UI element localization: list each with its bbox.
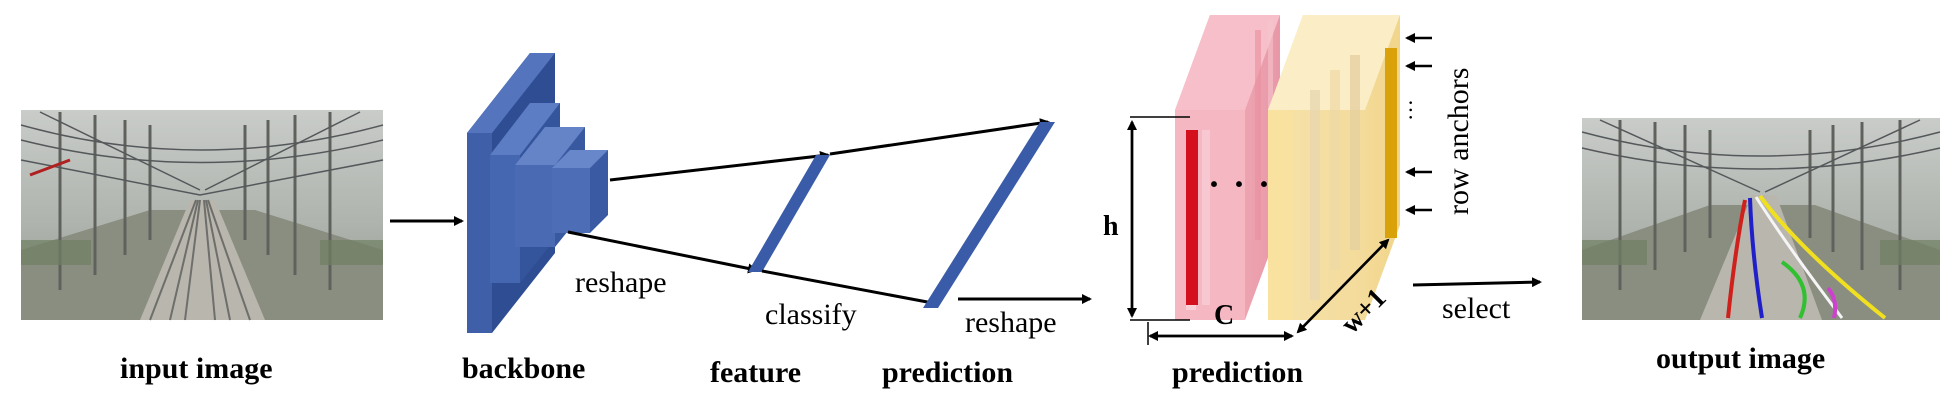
row-anchors-label: row anchors bbox=[1442, 68, 1475, 215]
channel-ellipsis: · · · bbox=[1208, 164, 1272, 204]
arrow-backbone-to-feature bbox=[567, 230, 758, 274]
input-image bbox=[20, 110, 384, 321]
output-image bbox=[1581, 118, 1941, 320]
prediction-label-right: prediction bbox=[1172, 356, 1303, 389]
prediction-label-left: prediction bbox=[882, 356, 1013, 389]
arrow-feature-bottom-to-prediction bbox=[761, 269, 940, 308]
feature-label: feature bbox=[710, 356, 801, 389]
w-dimension-line-reverse bbox=[1296, 239, 1389, 334]
c-dimension bbox=[1147, 322, 1294, 345]
c-label: C bbox=[1214, 300, 1234, 331]
backbone-label: backbone bbox=[462, 352, 585, 385]
lane-green bbox=[1780, 260, 1807, 319]
row-anchor-ellipsis: ··· bbox=[1398, 99, 1423, 121]
lane-blue bbox=[1748, 197, 1764, 319]
row-anchor-arrows bbox=[1405, 33, 1432, 215]
output-image-label: output image bbox=[1656, 342, 1825, 375]
prediction-bar bbox=[923, 122, 1055, 308]
arrow-select-to-output bbox=[1412, 277, 1542, 288]
height-dimension bbox=[1127, 116, 1190, 321]
prediction-tensor bbox=[1175, 15, 1400, 320]
classify-label: classify bbox=[765, 298, 857, 331]
arrow-backbone-to-prediction-top bbox=[609, 150, 830, 182]
gold-channel-column bbox=[1385, 48, 1397, 238]
feature-bar bbox=[748, 155, 830, 272]
h-label: h bbox=[1103, 211, 1119, 242]
arrow-feature-top-to-prediction bbox=[829, 118, 1050, 156]
red-channel-column bbox=[1186, 130, 1198, 305]
reshape-label-1: reshape bbox=[575, 266, 667, 299]
input-image-label: input image bbox=[120, 352, 273, 385]
lane-magenta bbox=[1826, 286, 1838, 319]
reshape-label-2: reshape bbox=[965, 306, 1057, 339]
lane-yellow bbox=[1758, 194, 1887, 320]
select-label: select bbox=[1442, 292, 1511, 325]
backbone-block bbox=[467, 53, 608, 333]
lane-white bbox=[1754, 196, 1844, 319]
lane-red bbox=[1726, 199, 1747, 319]
